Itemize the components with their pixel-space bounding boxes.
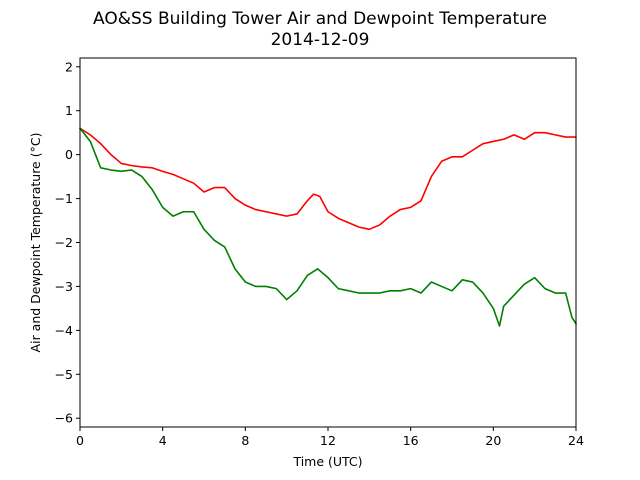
y-tick-label: −6 bbox=[55, 411, 73, 426]
y-tick-label: −3 bbox=[55, 279, 73, 294]
series-layer bbox=[79, 127, 577, 327]
y-tick-label: 0 bbox=[65, 147, 73, 162]
x-tick-label: 4 bbox=[159, 433, 167, 448]
plot-frame bbox=[79, 57, 577, 428]
y-tick-label: 1 bbox=[65, 103, 73, 118]
x-tick-label: 8 bbox=[241, 433, 249, 448]
chart-subtitle: 2014-12-09 bbox=[271, 30, 370, 50]
series-line-1 bbox=[79, 127, 577, 231]
y-tick-label: −4 bbox=[55, 323, 73, 338]
x-axis-label: Time (UTC) bbox=[292, 454, 362, 469]
x-tick-label: 12 bbox=[320, 433, 336, 448]
y-tick-label: −5 bbox=[55, 367, 73, 382]
x-tick-label: 0 bbox=[76, 433, 84, 448]
y-axis-label: Air and Dewpoint Temperature (°C) bbox=[28, 133, 43, 353]
y-tick-label: 2 bbox=[65, 59, 73, 74]
series-line-2 bbox=[79, 127, 577, 327]
x-tick-label: 16 bbox=[403, 433, 419, 448]
y-tick-label: −2 bbox=[55, 235, 73, 250]
x-tick-label: 24 bbox=[568, 433, 584, 448]
chart-title: AO&SS Building Tower Air and Dewpoint Te… bbox=[93, 9, 547, 29]
x-tick-label: 20 bbox=[485, 433, 501, 448]
y-tick-label: −1 bbox=[55, 191, 73, 206]
